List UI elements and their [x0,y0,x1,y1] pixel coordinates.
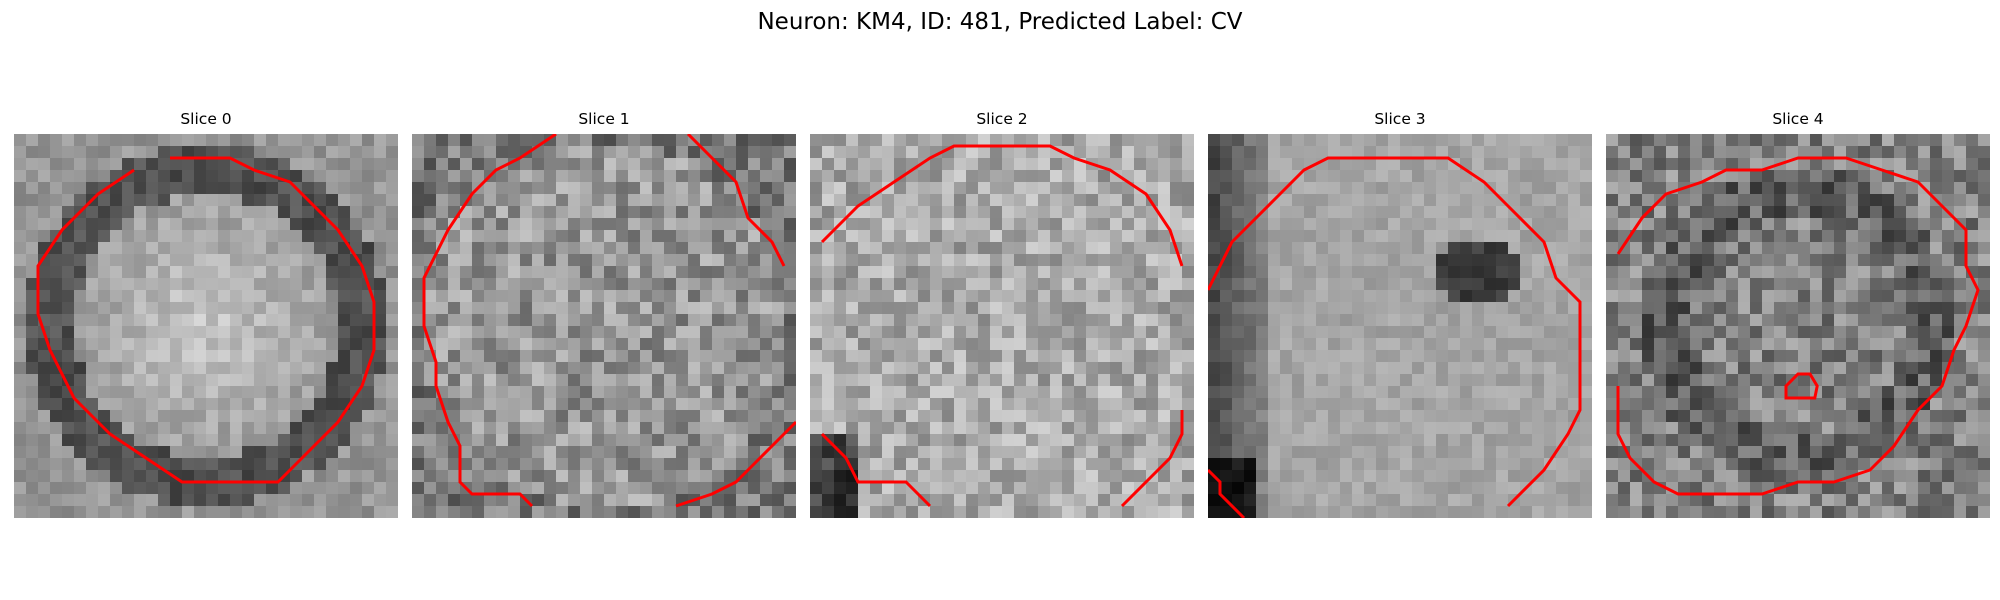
contour-line [1120,410,1184,508]
figure-title: Neuron: KM4, ID: 481, Predicted Label: C… [757,9,1243,35]
slice-title: Slice 3 [1374,110,1426,128]
slice-panel-3: Slice 3 [1208,108,1592,518]
contour-line [36,156,376,484]
contour-line [1616,156,1980,496]
slice-image-4 [1606,134,1990,518]
contour-line [422,134,557,508]
small-contour-loop [1784,372,1819,400]
contour-line [1208,156,1582,508]
slice-image-3 [1208,134,1592,518]
slice-image-0 [14,134,398,518]
slice-title: Slice 2 [976,110,1028,128]
contour-line [820,144,1184,267]
slice-image-1 [412,134,796,518]
slice-title: Slice 4 [1772,110,1824,128]
slice-image-2 [810,134,1194,518]
contour-line [686,134,786,267]
slice-panel-2: Slice 2 [810,108,1194,518]
slice-panel-4: Slice 4 [1606,108,1990,518]
contour-line [820,432,932,508]
slice-title: Slice 0 [180,110,232,128]
contour-line [675,420,796,508]
contour-line [1208,468,1246,518]
slice-panel-0: Slice 0 [14,108,398,518]
slice-panel-1: Slice 1 [412,108,796,518]
slice-title: Slice 1 [578,110,630,128]
